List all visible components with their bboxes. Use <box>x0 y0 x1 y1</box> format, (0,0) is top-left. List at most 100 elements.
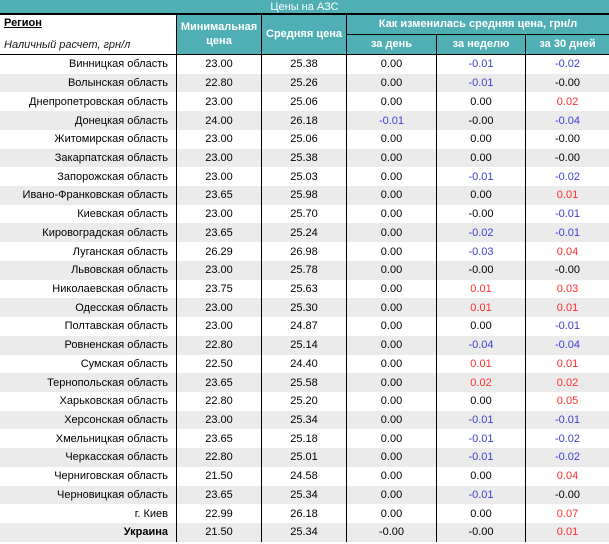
min-price-cell: 23.65 <box>177 485 262 505</box>
min-price-cell: 23.00 <box>177 260 262 280</box>
week-change-cell: -0.01 <box>437 410 526 430</box>
day-change-cell: 0.00 <box>347 242 437 261</box>
week-change-cell: -0.00 <box>437 204 526 224</box>
min-price-cell: 23.00 <box>177 410 262 430</box>
day-change-cell: 0.00 <box>347 55 437 74</box>
day-change-cell: 0.00 <box>347 373 437 392</box>
month-change-cell: 0.03 <box>556 282 579 295</box>
week-change-cell: -0.02 <box>437 223 526 243</box>
table-row: Полтавская область 23.00 24.87 0.00 0.00… <box>0 317 609 336</box>
week-change-cell: 0.00 <box>437 391 526 411</box>
month-change-cell: 0.01 <box>556 189 579 202</box>
avg-price-cell: 25.38 <box>262 148 347 168</box>
week-change-cell: 0.01 <box>437 298 526 318</box>
table-row: Волынская область 22.80 25.26 0.00 -0.01… <box>0 73 609 93</box>
avg-price-cell: 25.24 <box>262 223 347 243</box>
table-row: г. Киев 22.99 26.18 0.00 0.00 0.07 <box>0 504 609 523</box>
min-price-cell: 21.50 <box>177 522 262 542</box>
month-change-cell: -0.01 <box>554 226 581 239</box>
day-change-cell: -0.01 <box>347 111 437 130</box>
day-change-cell: 0.00 <box>347 429 437 449</box>
region-cell: Луганская область <box>0 242 177 261</box>
month-change-cell: 0.04 <box>556 470 579 483</box>
region-cell: г. Киев <box>0 504 177 523</box>
day-change-column-header: за день <box>347 35 436 54</box>
avg-price-cell: 25.18 <box>262 429 347 449</box>
month-change-cell: 0.01 <box>556 526 579 539</box>
week-change-cell: 0.00 <box>437 504 526 523</box>
month-change-column-header: за 30 дней <box>526 35 609 54</box>
region-cell: Хмельницкая область <box>0 429 177 449</box>
min-price-cell: 23.65 <box>177 429 262 449</box>
region-cell: Волынская область <box>0 73 177 93</box>
day-change-cell: 0.00 <box>347 298 437 318</box>
week-change-cell: 0.00 <box>437 129 526 149</box>
month-change-cell: -0.01 <box>554 320 581 333</box>
region-cell: Винницкая область <box>0 55 177 74</box>
week-change-cell: -0.00 <box>437 111 526 130</box>
month-change-cell: -0.04 <box>554 339 581 352</box>
table-row: Львовская область 23.00 25.78 0.00 -0.00… <box>0 260 609 280</box>
day-change-cell: 0.00 <box>347 354 437 374</box>
month-change-cell: -0.01 <box>554 414 581 427</box>
month-change-cell: 0.07 <box>556 507 579 520</box>
month-change-cell: -0.02 <box>554 432 581 445</box>
month-change-cell: 0.04 <box>556 245 579 258</box>
day-change-cell: 0.00 <box>347 448 437 467</box>
min-price-cell: 23.00 <box>177 55 262 74</box>
region-cell: Львовская область <box>0 260 177 280</box>
day-change-cell: 0.00 <box>347 504 437 523</box>
month-change-cell: 0.02 <box>556 95 579 108</box>
min-price-cell: 22.99 <box>177 504 262 523</box>
week-change-cell: 0.00 <box>437 317 526 336</box>
table-row: Николаевская область 23.75 25.63 0.00 0.… <box>0 279 609 299</box>
avg-price-cell: 25.58 <box>262 373 347 392</box>
day-change-cell: 0.00 <box>347 466 437 486</box>
min-price-cell: 22.80 <box>177 448 262 467</box>
week-change-cell: -0.01 <box>437 485 526 505</box>
avg-price-cell: 25.06 <box>262 92 347 112</box>
week-change-cell: -0.01 <box>437 73 526 93</box>
avg-price-cell: 24.87 <box>262 317 347 336</box>
table-row: Ивано-Франковская область 23.65 25.98 0.… <box>0 186 609 205</box>
month-change-cell: -0.04 <box>554 114 581 127</box>
region-cell: Ивано-Франковская область <box>0 186 177 205</box>
week-change-cell: 0.00 <box>437 92 526 112</box>
day-change-cell: 0.00 <box>347 317 437 336</box>
month-change-cell: -0.00 <box>554 488 581 501</box>
price-change-group-header: Как изменилась средняя цена, грн/л <box>347 15 609 34</box>
region-header-cell: Регион Наличный расчет, грн/л <box>0 15 176 54</box>
week-change-cell: 0.00 <box>437 186 526 205</box>
day-change-cell: 0.00 <box>347 73 437 93</box>
region-cell: Запорожская область <box>0 167 177 187</box>
table-row: Черниговская область 21.50 24.58 0.00 0.… <box>0 466 609 486</box>
table-body: Винницкая область 23.00 25.38 0.00 -0.01… <box>0 55 609 542</box>
region-cell: Николаевская область <box>0 279 177 299</box>
avg-price-cell: 24.58 <box>262 466 347 486</box>
week-change-cell: -0.01 <box>437 167 526 187</box>
region-cell: Украина <box>0 522 177 542</box>
day-change-cell: -0.00 <box>347 522 437 542</box>
table-row: Киевская область 23.00 25.70 0.00 -0.00 … <box>0 204 609 224</box>
min-price-cell: 22.50 <box>177 354 262 374</box>
min-price-cell: 23.00 <box>177 129 262 149</box>
region-cell: Ровненская область <box>0 335 177 355</box>
region-cell: Днепропетровская область <box>0 92 177 112</box>
table-row: Одесская область 23.00 25.30 0.00 0.01 0… <box>0 298 609 318</box>
table-row: Луганская область 26.29 26.98 0.00 -0.03… <box>0 242 609 261</box>
min-price-cell: 23.65 <box>177 373 262 392</box>
avg-price-cell: 26.18 <box>262 111 347 130</box>
min-price-cell: 23.00 <box>177 317 262 336</box>
min-price-cell: 22.80 <box>177 391 262 411</box>
table-title: Цены на АЗС <box>0 0 609 15</box>
week-change-cell: -0.03 <box>437 242 526 261</box>
avg-price-cell: 25.34 <box>262 522 347 542</box>
avg-price-cell: 25.78 <box>262 260 347 280</box>
week-change-cell: -0.00 <box>437 522 526 542</box>
avg-price-cell: 25.06 <box>262 129 347 149</box>
min-price-cell: 23.00 <box>177 204 262 224</box>
table-row: Харьковская область 22.80 25.20 0.00 0.0… <box>0 391 609 411</box>
day-change-cell: 0.00 <box>347 279 437 299</box>
region-cell: Харьковская область <box>0 391 177 411</box>
month-change-cell: 0.01 <box>556 301 579 314</box>
